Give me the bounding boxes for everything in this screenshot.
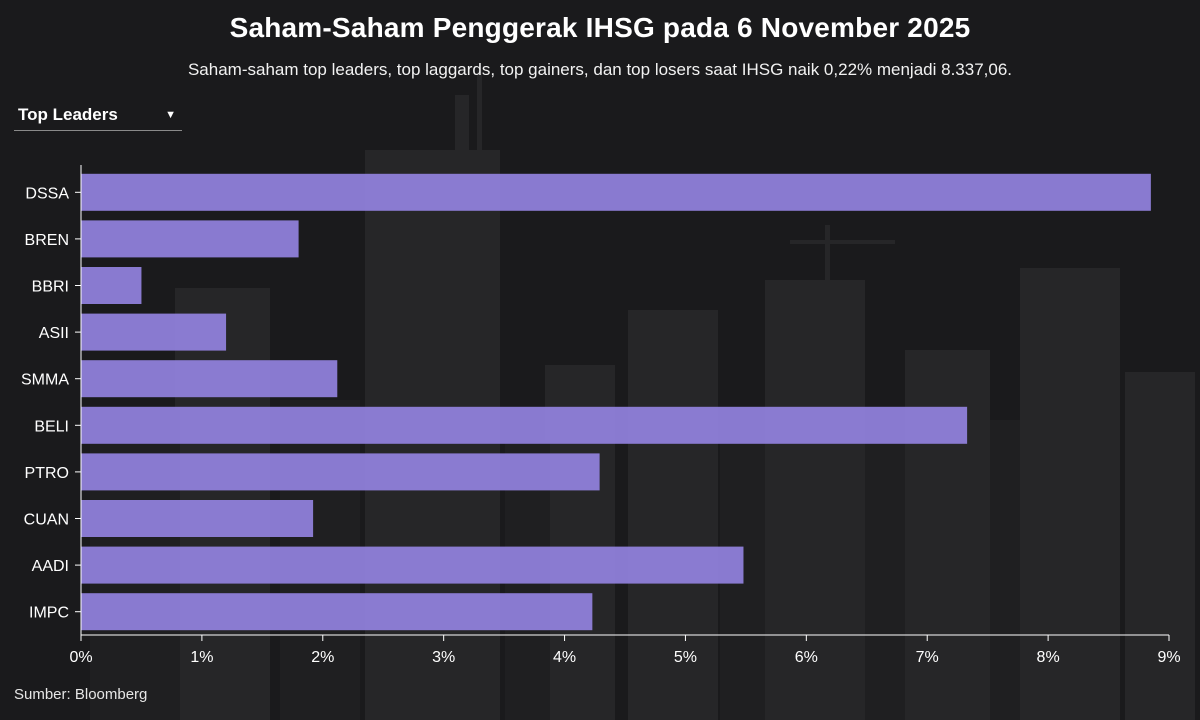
y-tick-label: ASII — [39, 325, 69, 342]
bar-asii — [81, 313, 227, 351]
bar-smma — [81, 360, 338, 398]
y-tick-label: PTRO — [25, 465, 69, 482]
bar-dssa — [81, 173, 1151, 211]
dropdown-selected-label: Top Leaders — [18, 105, 118, 124]
y-tick-label: IMPC — [29, 605, 69, 622]
x-tick-label: 5% — [674, 649, 697, 666]
x-tick-label: 3% — [432, 649, 455, 666]
y-tick-label: BBRI — [32, 279, 69, 296]
y-tick-label: SMMA — [21, 372, 69, 389]
y-tick-label: BREN — [25, 232, 69, 249]
bar-bren — [81, 220, 299, 258]
y-tick-label: AADI — [32, 558, 69, 575]
bar-impc — [81, 593, 593, 631]
bar-bbri — [81, 267, 142, 304]
chart-title: Saham-Saham Penggerak IHSG pada 6 Novemb… — [229, 12, 971, 43]
x-tick-label: 8% — [1037, 649, 1060, 666]
x-tick-label: 9% — [1157, 649, 1180, 666]
y-tick-label: BELI — [34, 418, 69, 435]
chart-subtitle: Saham-saham top leaders, top laggards, t… — [187, 60, 1013, 79]
bar-cuan — [81, 500, 314, 537]
x-tick-label: 6% — [795, 649, 818, 666]
x-tick-label: 2% — [311, 649, 334, 666]
x-tick-label: 7% — [916, 649, 939, 666]
y-tick-label: CUAN — [24, 512, 69, 529]
bar-aadi — [81, 546, 744, 584]
bar-beli — [81, 406, 968, 444]
y-tick-label: DSSA — [25, 185, 69, 202]
bar-ptro — [81, 453, 600, 491]
x-tick-label: 4% — [553, 649, 576, 666]
x-tick-label: 0% — [69, 649, 92, 666]
source-note: Sumber: Bloomberg — [14, 686, 148, 703]
chevron-down-icon: ▼ — [165, 109, 176, 121]
category-dropdown[interactable]: Top Leaders ▼ — [14, 100, 182, 131]
x-tick-label: 1% — [190, 649, 213, 666]
